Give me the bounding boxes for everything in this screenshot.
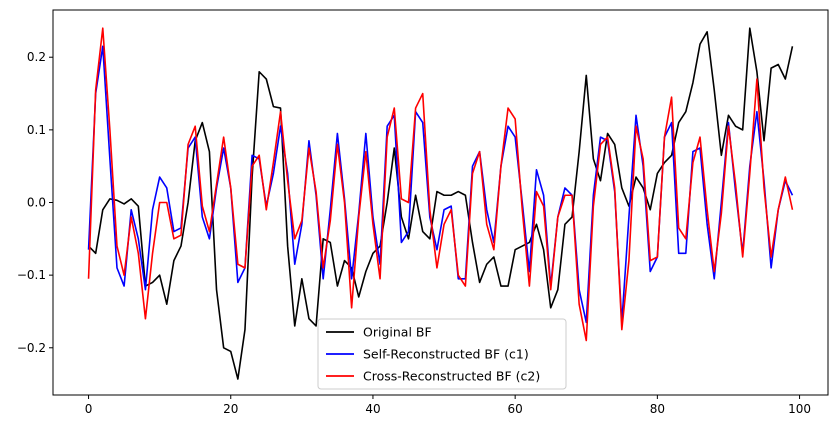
x-tick-label: 60: [508, 402, 523, 416]
legend: Original BF Self-Reconstructed BF (c1) Cro…: [317, 318, 567, 390]
series-line-0: [87, 27, 794, 380]
x-tick-label: 100: [788, 402, 811, 416]
legend-label-2: Cross-Reconstructed BF (c2): [363, 369, 540, 384]
y-tick-label: −0.2: [17, 341, 46, 355]
x-tick-label: 80: [650, 402, 665, 416]
y-tick-label: 0.0: [27, 196, 46, 210]
x-tick-label: 40: [365, 402, 380, 416]
x-tick-label: 0: [85, 402, 93, 416]
y-tick-label: −0.1: [17, 268, 46, 282]
legend-box: [317, 318, 567, 390]
legend-label-0: Original BF: [363, 325, 432, 340]
axes-layer: 0 20 40 60 80 100 −0.2 −0.1 0.0 0.1 0.2: [17, 50, 811, 416]
x-tick-label: 20: [223, 402, 238, 416]
series-layer: [87, 27, 794, 380]
series-line-1: [87, 45, 794, 324]
y-tick-label: 0.2: [27, 50, 46, 64]
series-line-2: [87, 27, 794, 342]
legend-label-1: Self-Reconstructed BF (c1): [363, 347, 529, 362]
y-tick-label: 0.1: [27, 123, 46, 137]
